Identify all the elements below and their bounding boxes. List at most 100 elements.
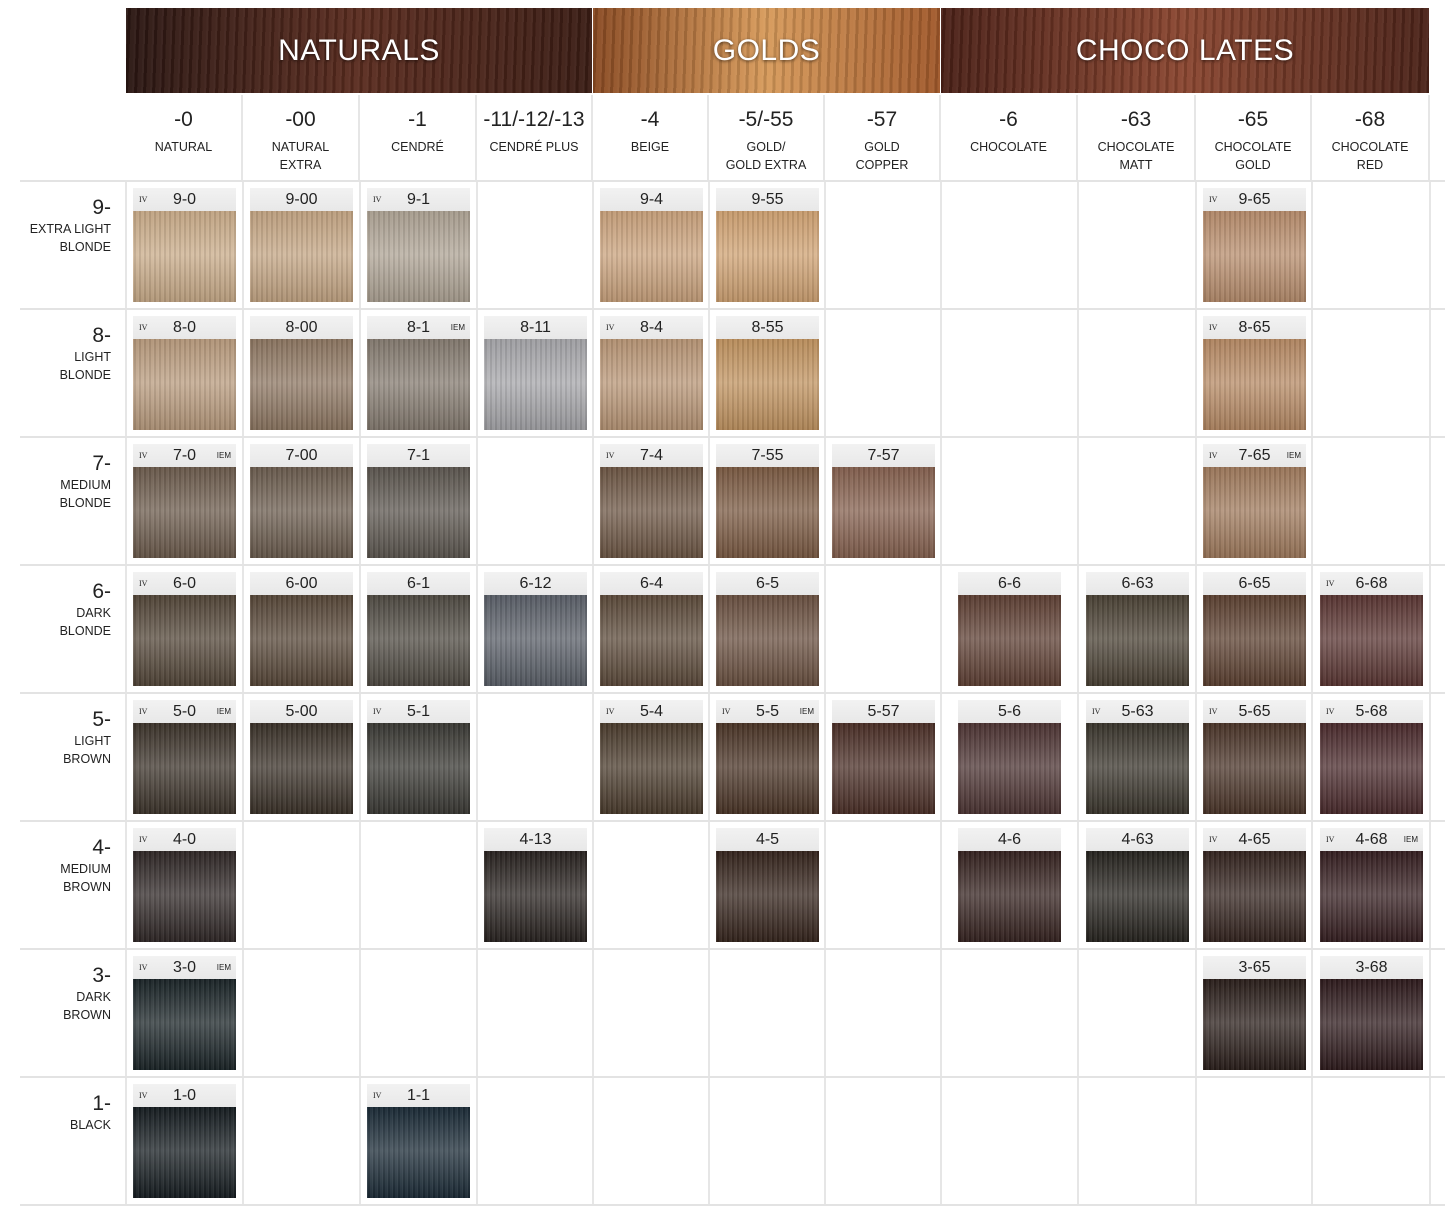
grid-divider (20, 308, 1445, 310)
swatch-label: 6-0 IV (133, 572, 236, 595)
iv-badge: IV (139, 835, 148, 844)
swatch-8-1[interactable]: 8-1 IEM (367, 316, 470, 430)
column-code: -63 (1120, 108, 1152, 131)
swatch-4-0[interactable]: 4-0 IV (133, 828, 236, 942)
shade-code: 6-4 (639, 575, 664, 592)
swatch-3-0[interactable]: 3-0 IV IEM (133, 956, 236, 1070)
column-header: -57 GOLD COPPER (825, 95, 941, 180)
swatch-6-68[interactable]: 6-68 IV (1320, 572, 1423, 686)
swatch-4-68[interactable]: 4-68 IV IEM (1320, 828, 1423, 942)
swatch-5-4[interactable]: 5-4 IV (600, 700, 703, 814)
swatch-1-1[interactable]: 1-1 IV (367, 1084, 470, 1198)
swatch-label: 7-0 IV IEM (133, 444, 236, 467)
swatch-8-0[interactable]: 8-0 IV (133, 316, 236, 430)
swatch-7-55[interactable]: 7-55 (716, 444, 819, 558)
iv-badge: IV (1209, 323, 1218, 332)
swatch-7-4[interactable]: 7-4 IV (600, 444, 703, 558)
swatch-6-12[interactable]: 6-12 (484, 572, 587, 686)
swatch-6-1[interactable]: 6-1 (367, 572, 470, 686)
hair-swatch (1086, 851, 1189, 942)
swatch-7-57[interactable]: 7-57 (832, 444, 935, 558)
swatch-1-0[interactable]: 1-0 IV (133, 1084, 236, 1198)
swatch-label: 7-4 IV (600, 444, 703, 467)
swatch-6-0[interactable]: 6-0 IV (133, 572, 236, 686)
swatch-6-00[interactable]: 6-00 (250, 572, 353, 686)
swatch-8-55[interactable]: 8-55 (716, 316, 819, 430)
swatch-label: 5-4 IV (600, 700, 703, 723)
swatch-6-6[interactable]: 6-6 (958, 572, 1061, 686)
group-label: NATURALS (278, 33, 440, 67)
swatch-5-1[interactable]: 5-1 IV (367, 700, 470, 814)
swatch-3-68[interactable]: 3-68 (1320, 956, 1423, 1070)
iv-badge: IV (139, 1091, 148, 1100)
hair-swatch (716, 723, 819, 814)
swatch-4-65[interactable]: 4-65 IV (1203, 828, 1306, 942)
row-name: LIGHT BROWN (63, 734, 111, 766)
shade-code: 5-6 (997, 703, 1022, 720)
swatch-5-6[interactable]: 5-6 (958, 700, 1061, 814)
swatch-9-0[interactable]: 9-0 IV (133, 188, 236, 302)
swatch-4-5[interactable]: 4-5 (716, 828, 819, 942)
swatch-4-6[interactable]: 4-6 (958, 828, 1061, 942)
swatch-label: 7-65 IV IEM (1203, 444, 1306, 467)
swatch-5-65[interactable]: 5-65 IV (1203, 700, 1306, 814)
swatch-3-65[interactable]: 3-65 (1203, 956, 1306, 1070)
hair-swatch (250, 723, 353, 814)
swatch-5-57[interactable]: 5-57 (832, 700, 935, 814)
swatch-7-0[interactable]: 7-0 IV IEM (133, 444, 236, 558)
group-label: CHOCO LATES (1075, 33, 1295, 67)
swatch-4-13[interactable]: 4-13 (484, 828, 587, 942)
swatch-8-00[interactable]: 8-00 (250, 316, 353, 430)
shade-code: 5-63 (1121, 703, 1154, 720)
hair-swatch (367, 595, 470, 686)
swatch-6-5[interactable]: 6-5 (716, 572, 819, 686)
column-code: -0 (174, 108, 193, 131)
swatch-6-65[interactable]: 6-65 (1203, 572, 1306, 686)
swatch-5-68[interactable]: 5-68 IV (1320, 700, 1423, 814)
iv-badge: IV (606, 707, 615, 716)
shade-code: 5-68 (1355, 703, 1388, 720)
swatch-9-55[interactable]: 9-55 (716, 188, 819, 302)
swatch-label: 8-1 IEM (367, 316, 470, 339)
shade-code: 6-1 (406, 575, 431, 592)
column-code: -4 (640, 108, 660, 131)
swatch-6-4[interactable]: 6-4 (600, 572, 703, 686)
column-name: NATURAL EXTRA (271, 140, 330, 172)
shade-code: 3-68 (1355, 959, 1388, 976)
column-header: -5/-55 GOLD/ GOLD EXTRA (709, 95, 825, 180)
swatch-label: 5-65 IV (1203, 700, 1306, 723)
hair-swatch (133, 211, 236, 302)
iv-badge: IV (1209, 835, 1218, 844)
iv-badge: IV (139, 451, 148, 460)
swatch-9-4[interactable]: 9-4 (600, 188, 703, 302)
shade-code: 3-0 (172, 959, 197, 976)
swatch-5-63[interactable]: 5-63 IV (1086, 700, 1189, 814)
column-name: GOLD/ GOLD EXTRA (725, 140, 807, 172)
swatch-7-1[interactable]: 7-1 (367, 444, 470, 558)
swatch-8-11[interactable]: 8-11 (484, 316, 587, 430)
iv-badge: IV (722, 707, 731, 716)
iem-badge: IEM (450, 323, 465, 332)
shade-code: 8-1 (406, 319, 431, 336)
shade-code: 6-65 (1238, 575, 1271, 592)
iem-badge: IEM (799, 707, 814, 716)
swatch-9-65[interactable]: 9-65 IV (1203, 188, 1306, 302)
swatch-9-00[interactable]: 9-00 (250, 188, 353, 302)
swatch-label: 4-68 IV IEM (1320, 828, 1423, 851)
swatch-4-63[interactable]: 4-63 (1086, 828, 1189, 942)
iv-badge: IV (1209, 195, 1218, 204)
swatch-9-1[interactable]: 9-1 IV (367, 188, 470, 302)
row-label: 1- BLACK (0, 1078, 111, 1134)
swatch-5-0[interactable]: 5-0 IV IEM (133, 700, 236, 814)
iem-badge: IEM (216, 451, 231, 460)
swatch-8-65[interactable]: 8-65 IV (1203, 316, 1306, 430)
swatch-7-65[interactable]: 7-65 IV IEM (1203, 444, 1306, 558)
swatch-5-5[interactable]: 5-5 IV IEM (716, 700, 819, 814)
swatch-6-63[interactable]: 6-63 (1086, 572, 1189, 686)
shade-code: 7-00 (285, 447, 318, 464)
swatch-8-4[interactable]: 8-4 IV (600, 316, 703, 430)
swatch-label: 5-63 IV (1086, 700, 1189, 723)
swatch-7-00[interactable]: 7-00 (250, 444, 353, 558)
swatch-5-00[interactable]: 5-00 (250, 700, 353, 814)
shade-code: 5-1 (406, 703, 431, 720)
